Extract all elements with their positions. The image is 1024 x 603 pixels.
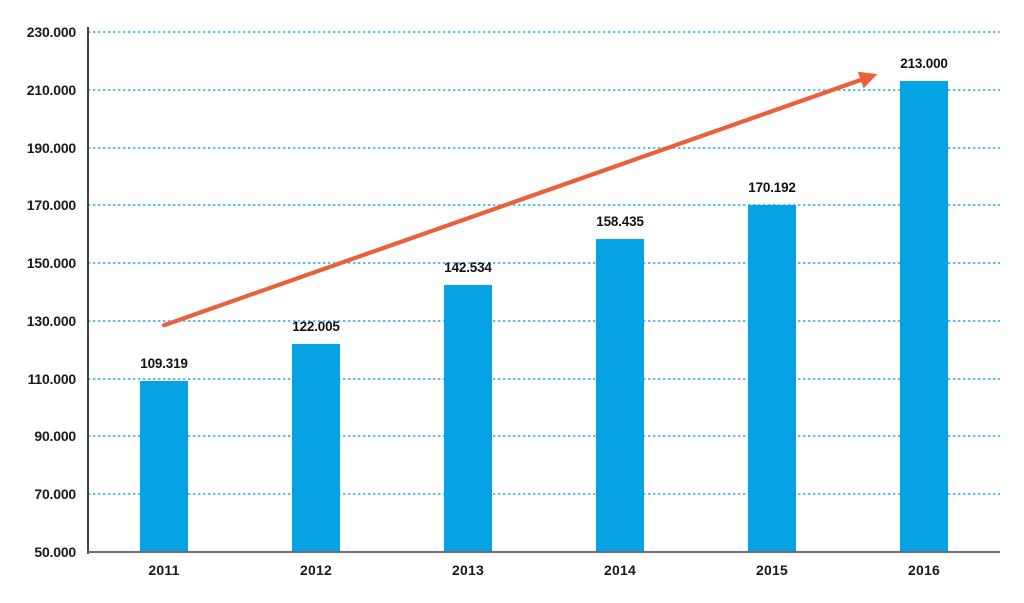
- y-tick-label: 110.000: [27, 370, 77, 387]
- gridline-150.000: [88, 262, 1000, 265]
- bar-2013: [444, 284, 492, 552]
- x-axis-line: [87, 551, 1000, 553]
- x-tick-label: 2012: [300, 562, 332, 578]
- y-tick-label: 190.000: [26, 139, 76, 156]
- x-tick-label: 2014: [604, 562, 636, 578]
- gridline-210.000: [88, 88, 1000, 91]
- bar-2011: [140, 380, 188, 552]
- x-tick-label: 2011: [148, 562, 180, 578]
- bar-2012: [292, 343, 340, 552]
- bar-2016: [900, 81, 948, 552]
- y-axis-line: [87, 27, 89, 554]
- x-tick-label: 2016: [908, 562, 940, 578]
- y-tick-label: 130.000: [26, 312, 76, 329]
- y-tick-label: 210.000: [26, 81, 76, 98]
- y-tick-label: 230.000: [26, 24, 76, 40]
- gridline-170.000: [88, 204, 1000, 207]
- bar-2014: [596, 238, 644, 552]
- gridline-110.000: [88, 377, 1000, 380]
- bar-2015: [748, 204, 796, 552]
- y-tick-label: 170.000: [26, 197, 76, 214]
- x-tick-label: 2015: [756, 562, 788, 578]
- bar-value-label: 142.534: [444, 259, 492, 275]
- y-tick-label: 70.000: [34, 486, 76, 503]
- x-tick-label: 2013: [452, 562, 484, 578]
- bar-value-label: 158.435: [596, 213, 644, 229]
- gridline-130.000: [88, 319, 1000, 322]
- bar-value-label: 122.005: [292, 318, 340, 334]
- bar-value-label: 109.319: [140, 355, 188, 371]
- gridline-190.000: [88, 146, 1000, 149]
- gridline-90.000: [88, 435, 1000, 438]
- gridline-230.000: [88, 31, 1000, 33]
- gridline-70.000: [88, 493, 1000, 496]
- y-tick-label: 150.000: [26, 255, 76, 272]
- bar-value-label: 170.192: [748, 179, 796, 195]
- y-tick-label: 90.000: [34, 428, 76, 445]
- y-tick-label: 50.000: [34, 544, 76, 560]
- bar-value-label: 213.000: [900, 56, 948, 72]
